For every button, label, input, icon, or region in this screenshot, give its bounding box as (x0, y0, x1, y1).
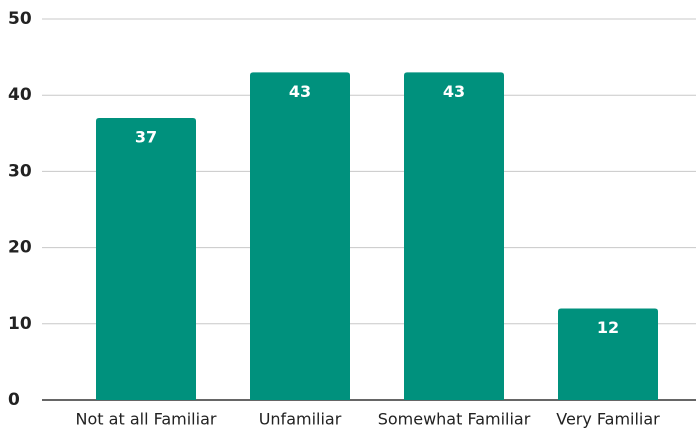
y-tick-label: 40 (8, 85, 32, 105)
data-label: 37 (135, 128, 157, 147)
data-label: 43 (443, 82, 465, 101)
data-label: 12 (597, 318, 619, 337)
bar (96, 118, 196, 400)
bar (558, 308, 658, 400)
y-tick-label: 10 (8, 314, 32, 334)
bar (250, 72, 350, 400)
x-tick-label: Somewhat Familiar (378, 410, 531, 429)
x-tick-label: Unfamiliar (259, 410, 342, 429)
bar (404, 72, 504, 400)
x-tick-label: Very Familiar (556, 410, 660, 429)
y-tick-label: 30 (8, 161, 32, 181)
x-tick-label: Not at all Familiar (76, 410, 217, 429)
y-tick-label: 0 (8, 390, 20, 410)
y-tick-label: 50 (8, 9, 32, 29)
data-label: 43 (289, 82, 311, 101)
y-tick-label: 20 (8, 238, 32, 258)
